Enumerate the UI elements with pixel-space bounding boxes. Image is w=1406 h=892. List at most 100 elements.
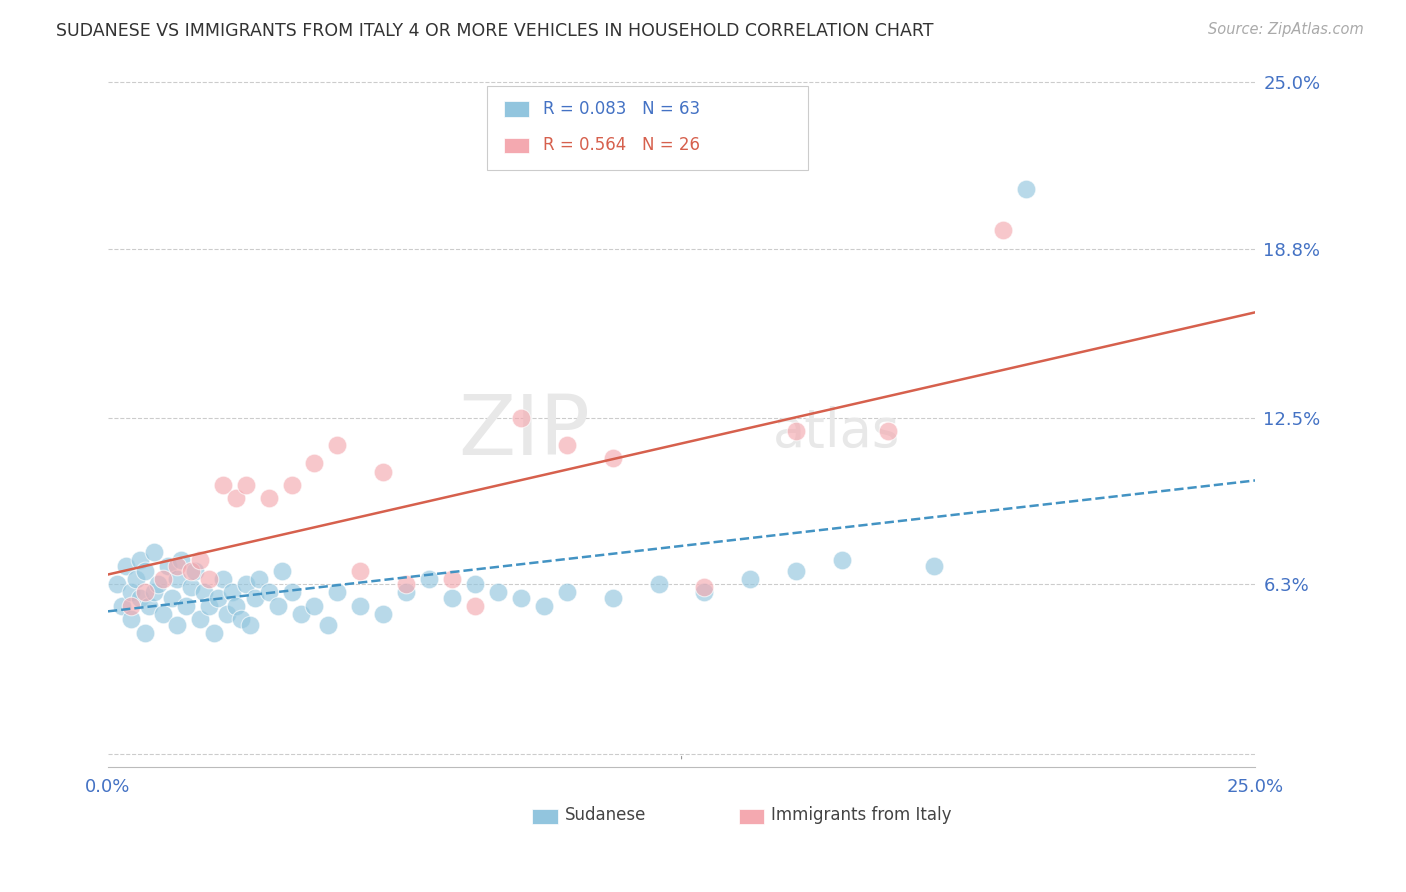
Point	[555, 438, 578, 452]
Point	[785, 564, 807, 578]
Point	[138, 599, 160, 613]
Point	[831, 553, 853, 567]
Point	[257, 585, 280, 599]
Point	[111, 599, 134, 613]
Point	[142, 545, 165, 559]
Point	[180, 580, 202, 594]
Text: R = 0.564   N = 26: R = 0.564 N = 26	[543, 136, 700, 154]
Point	[115, 558, 138, 573]
Point	[188, 612, 211, 626]
FancyBboxPatch shape	[503, 137, 529, 153]
Point	[225, 599, 247, 613]
Point	[418, 572, 440, 586]
Point	[221, 585, 243, 599]
FancyBboxPatch shape	[486, 86, 807, 169]
Point	[1015, 182, 1038, 196]
Point	[395, 577, 418, 591]
Point	[166, 617, 188, 632]
Point	[647, 577, 669, 591]
Point	[202, 625, 225, 640]
FancyBboxPatch shape	[533, 809, 558, 824]
Point	[243, 591, 266, 605]
Point	[349, 564, 371, 578]
Point	[740, 572, 762, 586]
Point	[249, 572, 271, 586]
Point	[304, 457, 326, 471]
Point	[441, 591, 464, 605]
Point	[142, 585, 165, 599]
Point	[326, 438, 349, 452]
Point	[148, 577, 170, 591]
Point	[290, 607, 312, 621]
Point	[602, 591, 624, 605]
Point	[211, 478, 233, 492]
Point	[280, 478, 302, 492]
Point	[134, 585, 156, 599]
Point	[193, 585, 215, 599]
Text: ZIP: ZIP	[458, 392, 589, 472]
Text: atlas: atlas	[773, 406, 901, 458]
Point	[211, 572, 233, 586]
Point	[229, 612, 252, 626]
Point	[785, 424, 807, 438]
Point	[120, 599, 142, 613]
Point	[602, 451, 624, 466]
Point	[170, 553, 193, 567]
Point	[120, 585, 142, 599]
Point	[395, 585, 418, 599]
Text: R = 0.083   N = 63: R = 0.083 N = 63	[543, 100, 700, 118]
Point	[129, 591, 152, 605]
Text: Immigrants from Italy: Immigrants from Italy	[770, 806, 952, 824]
Point	[217, 607, 239, 621]
Point	[184, 564, 207, 578]
Point	[257, 491, 280, 506]
Point	[316, 617, 339, 632]
Point	[441, 572, 464, 586]
Point	[349, 599, 371, 613]
Point	[198, 599, 221, 613]
Point	[156, 558, 179, 573]
Point	[304, 599, 326, 613]
Point	[991, 223, 1014, 237]
Point	[129, 553, 152, 567]
Point	[693, 580, 716, 594]
Point	[120, 612, 142, 626]
Point	[510, 591, 533, 605]
Point	[510, 410, 533, 425]
Point	[174, 599, 197, 613]
Point	[207, 591, 229, 605]
Point	[326, 585, 349, 599]
Point	[124, 572, 146, 586]
Point	[922, 558, 945, 573]
Point	[693, 585, 716, 599]
Point	[239, 617, 262, 632]
Point	[160, 591, 183, 605]
Point	[180, 564, 202, 578]
Point	[267, 599, 290, 613]
Point	[877, 424, 900, 438]
Point	[134, 625, 156, 640]
Point	[105, 577, 128, 591]
Point	[464, 577, 486, 591]
Text: Source: ZipAtlas.com: Source: ZipAtlas.com	[1208, 22, 1364, 37]
Point	[486, 585, 509, 599]
FancyBboxPatch shape	[740, 809, 763, 824]
Point	[533, 599, 555, 613]
Point	[373, 465, 395, 479]
Point	[235, 577, 257, 591]
Point	[373, 607, 395, 621]
Point	[152, 607, 174, 621]
Point	[555, 585, 578, 599]
Point	[152, 572, 174, 586]
FancyBboxPatch shape	[503, 102, 529, 117]
Point	[188, 553, 211, 567]
Point	[225, 491, 247, 506]
Text: Sudanese: Sudanese	[565, 806, 645, 824]
Text: SUDANESE VS IMMIGRANTS FROM ITALY 4 OR MORE VEHICLES IN HOUSEHOLD CORRELATION CH: SUDANESE VS IMMIGRANTS FROM ITALY 4 OR M…	[56, 22, 934, 40]
Point	[235, 478, 257, 492]
Point	[198, 572, 221, 586]
Point	[280, 585, 302, 599]
Point	[166, 572, 188, 586]
Point	[166, 558, 188, 573]
Point	[271, 564, 294, 578]
